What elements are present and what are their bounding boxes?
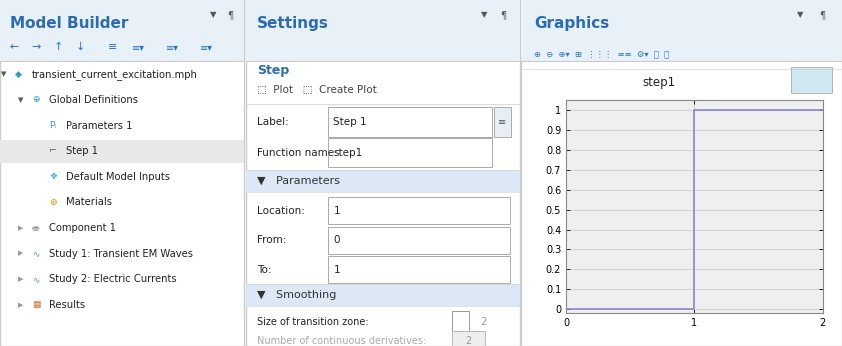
Bar [0, 140, 244, 163]
Text: ▼: ▼ [210, 10, 216, 19]
Bar [246, 170, 520, 192]
Text: ▼   Parameters: ▼ Parameters [257, 176, 340, 186]
Text: ⊕  ⊖  ⊕▾  ⊞  ⋮⋮⋮  ≡≡  ⚙▾  📷  🖨: ⊕ ⊖ ⊕▾ ⊞ ⋮⋮⋮ ≡≡ ⚙▾ 📷 🖨 [534, 49, 669, 58]
Bar [328, 138, 492, 167]
Text: From:: From: [257, 236, 286, 245]
Text: ¶: ¶ [819, 10, 826, 20]
Text: ▼: ▼ [19, 97, 24, 103]
Text: ◆: ◆ [14, 70, 22, 79]
Bar [0, 0, 244, 61]
Bar [452, 331, 485, 346]
Text: ⛂: ⛂ [32, 224, 40, 233]
Text: ▼: ▼ [482, 10, 488, 19]
Text: Study 2: Electric Currents: Study 2: Electric Currents [49, 274, 177, 284]
Text: ¶: ¶ [500, 10, 507, 20]
Text: 2: 2 [465, 336, 471, 346]
Text: ⊛: ⊛ [49, 198, 56, 207]
Text: ▼: ▼ [797, 10, 803, 19]
Text: Component 1: Component 1 [49, 223, 116, 233]
Text: →: → [32, 42, 41, 52]
Text: Results: Results [49, 300, 85, 310]
Text: ¶: ¶ [227, 10, 233, 20]
Text: ▼   Smoothing: ▼ Smoothing [257, 290, 336, 300]
Text: ▦: ▦ [32, 300, 40, 309]
Text: 0: 0 [333, 236, 340, 245]
Text: Size of transition zone:: Size of transition zone: [257, 318, 369, 327]
Text: step1: step1 [642, 76, 676, 89]
Bar [328, 197, 510, 224]
Text: ⬚  Plot   ⬚  Create Plot: ⬚ Plot ⬚ Create Plot [257, 85, 376, 95]
Text: ←: ← [10, 42, 19, 52]
Text: ↓: ↓ [76, 42, 85, 52]
Text: ▶: ▶ [19, 225, 24, 231]
Bar [328, 227, 510, 254]
Text: step1: step1 [333, 148, 363, 158]
Text: ⌐: ⌐ [49, 147, 56, 156]
Text: 2: 2 [480, 318, 487, 327]
Text: Model Builder: Model Builder [10, 16, 128, 30]
Text: ∿: ∿ [32, 249, 40, 258]
Bar [493, 107, 511, 137]
Text: ▶: ▶ [19, 302, 24, 308]
Text: Default Model Inputs: Default Model Inputs [66, 172, 170, 182]
Text: Step 1: Step 1 [333, 117, 367, 127]
Text: ∿: ∿ [32, 275, 40, 284]
Bar [328, 256, 510, 283]
Text: ≡▾: ≡▾ [166, 42, 179, 52]
Text: ▶: ▶ [19, 251, 24, 257]
Bar [791, 67, 833, 93]
Text: ⊕: ⊕ [32, 95, 40, 104]
Text: Study 1: Transient EM Waves: Study 1: Transient EM Waves [49, 249, 193, 258]
Text: Global Definitions: Global Definitions [49, 95, 138, 105]
Text: ❖: ❖ [49, 172, 57, 181]
Text: Settings: Settings [257, 16, 328, 30]
Text: Pᵢ: Pᵢ [49, 121, 56, 130]
Text: 1: 1 [333, 265, 340, 275]
Text: Label:: Label: [257, 117, 289, 127]
Text: ≡: ≡ [498, 117, 506, 127]
Text: ≡▾: ≡▾ [132, 42, 145, 52]
Bar [246, 0, 520, 61]
Bar [521, 0, 842, 61]
Text: Number of continuous derivatives:: Number of continuous derivatives: [257, 336, 426, 346]
Text: ▶: ▶ [19, 276, 24, 282]
Text: Graphics: Graphics [534, 16, 610, 30]
Text: Parameters 1: Parameters 1 [66, 121, 132, 130]
Text: Step 1: Step 1 [66, 146, 98, 156]
Text: ≡▾: ≡▾ [200, 42, 213, 52]
Text: transient_current_excitation.mph: transient_current_excitation.mph [32, 69, 198, 80]
Text: ≡: ≡ [108, 42, 117, 52]
Text: Materials: Materials [66, 198, 112, 207]
Text: Step: Step [257, 64, 289, 77]
Bar [246, 284, 520, 306]
Text: Function name:: Function name: [257, 148, 338, 158]
Bar [328, 107, 492, 137]
Text: ↑: ↑ [54, 42, 63, 52]
Text: To:: To: [257, 265, 271, 275]
Text: 1: 1 [333, 206, 340, 216]
Bar [452, 311, 469, 334]
Text: Location:: Location: [257, 206, 305, 216]
Text: ▼: ▼ [1, 71, 7, 78]
